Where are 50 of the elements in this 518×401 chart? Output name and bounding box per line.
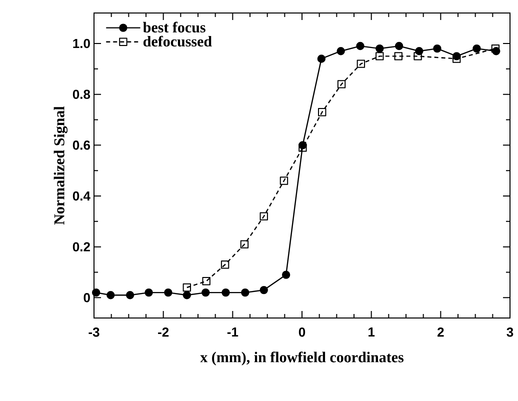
x-tick-label: 2 (438, 328, 444, 337)
y-axis-title: Normalized Signal (54, 106, 68, 225)
point (318, 108, 326, 116)
point (106, 291, 115, 300)
point (376, 52, 384, 60)
point (182, 291, 192, 300)
point (144, 288, 153, 297)
x-tick-label: 1 (368, 328, 375, 336)
point (280, 176, 288, 185)
point (164, 288, 172, 297)
x-tick-label: 0 (298, 328, 306, 337)
x-tick-label: -1 (227, 328, 238, 336)
point (222, 288, 230, 297)
point (260, 286, 268, 294)
point (394, 42, 404, 50)
point (452, 54, 461, 63)
x-tick-label: 3 (506, 328, 514, 337)
point (433, 44, 442, 53)
point (126, 291, 134, 300)
legend-label: defocussed (143, 36, 212, 47)
point (472, 44, 481, 53)
point (298, 144, 307, 152)
y-tick-label: 0.8 (72, 90, 90, 99)
point (336, 47, 345, 56)
point (356, 60, 366, 68)
x-tick-label: -3 (88, 328, 100, 337)
point (376, 44, 384, 53)
y-tick-label: 0 (84, 293, 90, 302)
legend-label: best focus (143, 22, 206, 33)
y-tick-label: 1.0 (73, 38, 90, 48)
y-tick-label: 0.4 (72, 191, 90, 201)
x-axis-title: x (mm), in flowfield coordinates (200, 352, 404, 366)
point (491, 44, 500, 53)
point (202, 288, 210, 297)
point (202, 277, 210, 286)
x-tick-label: -2 (158, 328, 169, 337)
point (220, 260, 230, 269)
point (260, 212, 268, 220)
point (241, 288, 250, 297)
point (282, 270, 290, 279)
point (394, 52, 402, 60)
point (356, 42, 364, 50)
point (240, 240, 249, 248)
point (182, 283, 192, 292)
point (414, 52, 422, 60)
point (337, 80, 346, 88)
point (317, 54, 326, 63)
y-tick-label: 0.6 (72, 140, 90, 150)
point (92, 288, 100, 297)
y-tick-label: 0.2 (72, 242, 90, 252)
